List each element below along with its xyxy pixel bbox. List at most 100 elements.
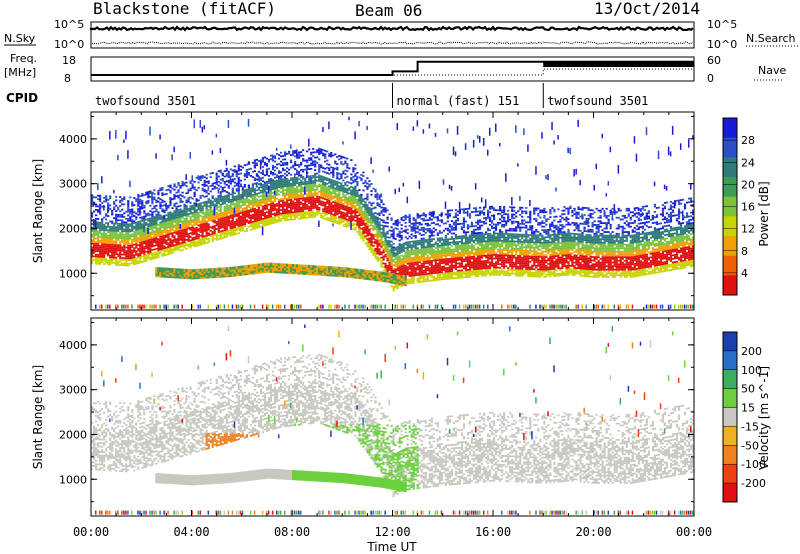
power-cell xyxy=(213,267,216,271)
power-cell xyxy=(287,199,291,202)
power-cell xyxy=(261,201,265,204)
power-cell xyxy=(243,194,246,197)
power-cell xyxy=(183,207,186,210)
power-cell xyxy=(119,246,122,249)
power-cell xyxy=(157,229,160,232)
power-cell xyxy=(263,215,267,218)
power-cell xyxy=(285,167,289,170)
power-cell xyxy=(149,228,152,230)
power-cell xyxy=(368,230,371,233)
power-cell xyxy=(384,268,387,271)
power-cell xyxy=(247,222,250,224)
power-cell xyxy=(328,199,331,202)
power-cell xyxy=(185,221,188,223)
power-cell xyxy=(287,190,291,193)
power-cell xyxy=(131,262,134,265)
power-cell xyxy=(386,274,389,278)
power-cell xyxy=(378,259,381,261)
power-cell xyxy=(370,247,373,250)
power-cell xyxy=(245,188,248,191)
power-cell xyxy=(398,264,401,267)
power-cell xyxy=(97,221,100,224)
power-cell xyxy=(179,244,182,247)
power-scatter xyxy=(137,207,139,213)
power-cell xyxy=(271,202,275,205)
power-cell xyxy=(225,173,228,176)
power-cell xyxy=(388,213,391,216)
power-cell xyxy=(219,271,222,275)
power-cell xyxy=(384,207,387,210)
power-cell xyxy=(362,203,365,206)
power-cell xyxy=(402,230,405,233)
power-cell xyxy=(159,244,162,247)
power-cell xyxy=(298,206,301,209)
power-cell xyxy=(312,187,315,190)
power-cell xyxy=(380,228,383,230)
power-cell xyxy=(324,269,327,273)
power-cell xyxy=(223,206,226,208)
power-cell xyxy=(215,235,218,238)
beam-title: Beam 06 xyxy=(355,1,422,20)
power-cell xyxy=(370,193,373,196)
power-cell xyxy=(366,234,369,237)
power-near-range xyxy=(372,304,374,309)
power-cell xyxy=(221,197,224,200)
power-cell xyxy=(99,200,102,203)
power-cell xyxy=(322,195,325,198)
power-cell xyxy=(145,243,148,246)
power-cell xyxy=(289,265,293,269)
power-cell xyxy=(167,221,170,223)
power-cell xyxy=(281,216,285,218)
power-cell xyxy=(394,238,397,240)
power-cell xyxy=(201,218,204,220)
power-cell xyxy=(147,191,150,193)
power-cell xyxy=(131,208,134,211)
power-cell xyxy=(400,254,403,257)
power-cell xyxy=(294,203,297,206)
power-cell xyxy=(175,247,178,250)
power-cell xyxy=(99,259,102,262)
power-cell xyxy=(283,203,287,206)
power-cell xyxy=(364,222,367,225)
power-cell xyxy=(249,175,252,177)
power-cell xyxy=(175,220,178,223)
power-cell xyxy=(191,219,194,222)
power-cell xyxy=(177,205,180,208)
power-cell xyxy=(179,249,182,252)
power-cell xyxy=(308,212,311,215)
power-cell xyxy=(173,229,176,232)
power-cell xyxy=(356,216,359,219)
power-cell xyxy=(225,212,228,215)
power-cell xyxy=(294,205,297,208)
power-cell xyxy=(99,261,102,263)
power-cell xyxy=(105,249,108,251)
power-cell xyxy=(400,268,403,271)
power-cell xyxy=(302,217,305,220)
power-cell xyxy=(197,274,200,278)
power-cell xyxy=(233,169,236,171)
power-cell xyxy=(302,204,305,207)
power-cell xyxy=(105,198,108,201)
power-cell xyxy=(378,241,381,243)
power-cell xyxy=(179,213,182,216)
power-cell xyxy=(253,161,257,164)
power-cell xyxy=(287,202,291,205)
power-cell xyxy=(285,265,289,269)
power-cell xyxy=(203,268,206,272)
power-cell xyxy=(159,272,162,276)
power-cell xyxy=(366,216,369,219)
power-cell xyxy=(374,255,377,257)
power-cell xyxy=(294,211,297,213)
power-cell xyxy=(223,232,226,235)
power-cell xyxy=(380,244,383,247)
power-cell xyxy=(231,223,234,226)
power-cell xyxy=(320,267,323,271)
power-cell xyxy=(237,176,240,179)
power-cell xyxy=(171,221,174,224)
power-cell xyxy=(336,213,339,216)
power-cell xyxy=(203,212,206,214)
power-cell xyxy=(265,204,269,207)
power-cell xyxy=(231,201,234,204)
power-cell xyxy=(298,212,301,215)
power-cell xyxy=(328,185,331,188)
